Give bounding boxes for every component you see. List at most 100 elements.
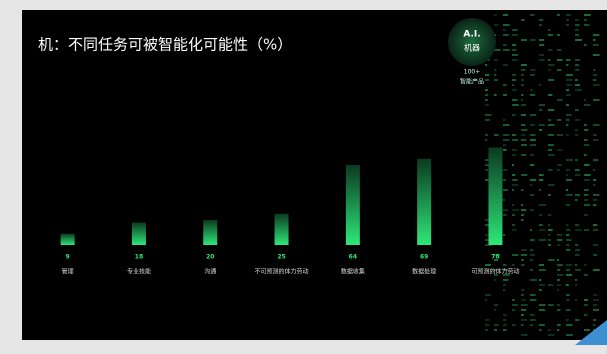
code-glyph [485, 299, 488, 301]
code-glyph [485, 74, 490, 76]
code-glyph [539, 19, 544, 21]
code-glyph [521, 204, 524, 206]
code-glyph [530, 209, 534, 211]
code-glyph [512, 174, 516, 176]
x-tick-label: 不可预测的体力劳动 [255, 268, 309, 276]
code-glyph [512, 139, 518, 141]
code-glyph [548, 49, 553, 51]
code-glyph [530, 94, 536, 96]
code-glyph [512, 229, 517, 231]
code-glyph [557, 59, 563, 61]
code-glyph [593, 99, 600, 101]
code-glyph [575, 39, 582, 41]
code-glyph [575, 29, 579, 31]
code-glyph [593, 134, 597, 136]
code-glyph [521, 259, 525, 261]
code-glyph [485, 134, 489, 136]
code-glyph [512, 304, 518, 306]
code-glyph [512, 79, 517, 81]
bar [203, 220, 218, 245]
code-glyph [503, 144, 507, 146]
value-label: 20 [206, 254, 214, 261]
code-glyph [512, 204, 515, 206]
code-glyph [539, 304, 546, 306]
code-glyph [548, 329, 551, 331]
code-glyph [530, 179, 537, 181]
code-glyph [593, 124, 600, 126]
code-glyph [530, 184, 533, 186]
code-glyph [485, 114, 492, 116]
code-glyph [503, 274, 510, 276]
code-glyph [512, 324, 516, 326]
code-glyph [539, 324, 545, 326]
code-glyph [503, 24, 510, 26]
value-label: 9 [66, 254, 70, 261]
code-glyph [539, 59, 545, 61]
code-glyph [548, 184, 555, 186]
code-glyph [530, 39, 536, 41]
code-glyph [521, 129, 528, 131]
code-glyph [566, 299, 570, 301]
code-glyph [521, 249, 527, 251]
value-label: 64 [349, 254, 357, 261]
code-glyph [521, 154, 527, 156]
bar [488, 147, 503, 245]
code-glyph [566, 114, 572, 116]
code-glyph [548, 134, 554, 136]
code-glyph [593, 319, 597, 321]
code-glyph [512, 254, 519, 256]
code-glyph [485, 89, 488, 91]
code-glyph [503, 64, 508, 66]
code-glyph [593, 159, 599, 161]
code-glyph [566, 14, 571, 16]
code-glyph [503, 314, 507, 316]
code-glyph [521, 214, 525, 216]
code-glyph [521, 124, 526, 126]
code-glyph [485, 94, 489, 96]
code-glyph [575, 249, 581, 251]
code-glyph [503, 44, 507, 46]
code-glyph [494, 74, 497, 76]
code-glyph [485, 269, 488, 271]
code-glyph [584, 189, 589, 191]
code-glyph [485, 264, 491, 266]
code-glyph [485, 179, 489, 181]
code-glyph [485, 119, 491, 121]
code-glyph [512, 214, 516, 216]
code-glyph [584, 174, 591, 176]
code-glyph [593, 229, 599, 231]
code-glyph [521, 174, 528, 176]
code-glyph [575, 34, 579, 36]
code-glyph [494, 329, 498, 331]
code-glyph [539, 84, 542, 86]
code-glyph [512, 104, 519, 106]
code-glyph [494, 304, 499, 306]
code-glyph [512, 264, 515, 266]
badge-count: 100+ [464, 69, 480, 76]
code-glyph [566, 64, 569, 66]
code-glyph [584, 154, 587, 156]
code-glyph [557, 244, 561, 246]
code-glyph [512, 134, 516, 136]
code-glyph [539, 284, 545, 286]
code-glyph [566, 264, 573, 266]
code-glyph [485, 239, 490, 241]
code-glyph [530, 89, 533, 91]
code-glyph [521, 94, 524, 96]
code-glyph [548, 109, 555, 111]
code-glyph [575, 264, 578, 266]
code-glyph [584, 144, 590, 146]
code-glyph [584, 299, 588, 301]
code-glyph [566, 74, 573, 76]
code-glyph [503, 319, 506, 321]
code-glyph [530, 154, 535, 156]
code-glyph [566, 84, 572, 86]
code-glyph [584, 199, 589, 201]
code-glyph [566, 59, 571, 61]
code-glyph [503, 119, 506, 121]
code-glyph [566, 229, 571, 231]
code-glyph [584, 19, 587, 21]
code-glyph [584, 314, 588, 316]
code-glyph [575, 284, 578, 286]
